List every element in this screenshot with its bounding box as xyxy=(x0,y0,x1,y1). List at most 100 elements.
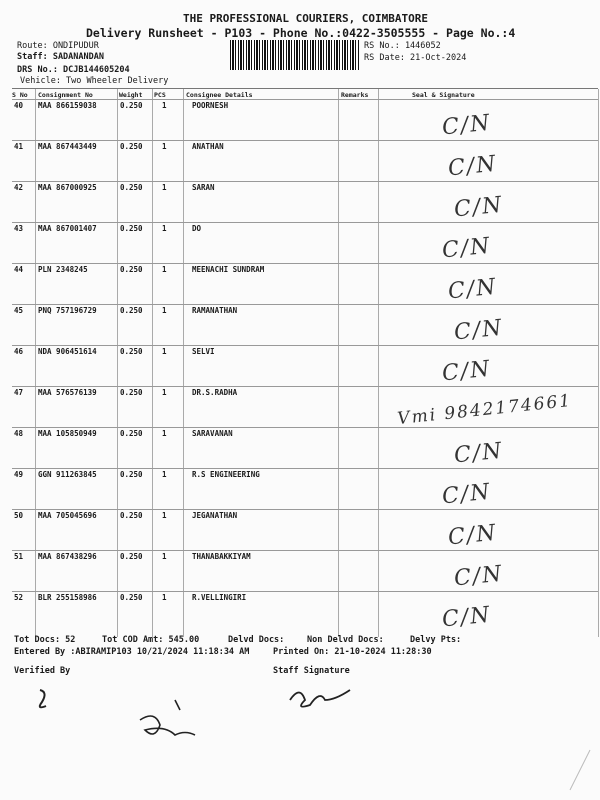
non-delvd-docs: Non Delvd Docs: xyxy=(307,635,384,645)
handwritten-signature: C/N xyxy=(446,274,499,305)
cell-sno: 41 xyxy=(14,142,24,151)
cell-consignment: GGN 911263845 xyxy=(38,470,97,479)
cell-consignee: THANABAKKIYAM xyxy=(192,552,251,561)
cell-pcs: 1 xyxy=(162,101,167,110)
cell-pcs: 1 xyxy=(162,265,167,274)
cell-consignment: MAA 576576139 xyxy=(38,388,97,397)
cell-pcs: 1 xyxy=(162,224,167,233)
cell-pcs: 1 xyxy=(162,593,167,602)
cell-weight: 0.250 xyxy=(120,470,143,479)
handwritten-signature: C/N xyxy=(452,561,505,592)
col-consignment: Consignment No xyxy=(38,91,93,99)
col-weight: Weight xyxy=(119,91,143,99)
cell-pcs: 1 xyxy=(162,470,167,479)
handwritten-signature: C/N xyxy=(440,110,493,141)
cell-weight: 0.250 xyxy=(120,101,143,110)
cell-consignee: ANATHAN xyxy=(192,142,224,151)
cell-consignment: MAA 105850949 xyxy=(38,429,97,438)
cell-consignment: MAA 867000925 xyxy=(38,183,97,192)
handwritten-signature: C/N xyxy=(440,602,493,633)
handwritten-signature: C/N xyxy=(452,192,505,223)
cell-consignment: BLR 255158986 xyxy=(38,593,97,602)
cell-sno: 49 xyxy=(14,470,24,479)
cell-weight: 0.250 xyxy=(120,388,143,397)
rs-no: RS No.: 1446052 xyxy=(364,41,441,51)
cell-sno: 48 xyxy=(14,429,24,438)
cell-sno: 45 xyxy=(14,306,24,315)
cell-consignee: R.VELLINGIRI xyxy=(192,593,247,602)
cell-sno: 43 xyxy=(14,224,24,233)
cell-sno: 42 xyxy=(14,183,24,192)
runsheet-subtitle: Delivery Runsheet - P103 - Phone No.:042… xyxy=(86,26,516,40)
delvd-docs: Delvd Docs: xyxy=(228,635,285,645)
cell-consignee: DO xyxy=(192,224,202,233)
consignment-table: S No Consignment No Weight PCS Consignee… xyxy=(12,88,599,637)
barcode xyxy=(230,40,360,70)
cell-pcs: 1 xyxy=(162,511,167,520)
cell-weight: 0.250 xyxy=(120,306,143,315)
cell-consignee: R.S ENGINEERING xyxy=(192,470,260,479)
cell-pcs: 1 xyxy=(162,142,167,151)
cell-consignee: SARAN xyxy=(192,183,215,192)
drs-no: DRS No.: DCJB144605204 xyxy=(17,65,130,75)
cell-weight: 0.250 xyxy=(120,593,143,602)
handwritten-signature: C/N xyxy=(440,233,493,264)
col-remarks: Remarks xyxy=(341,91,369,99)
handwritten-signature: Vmi 9842174661 xyxy=(396,390,573,430)
cell-weight: 0.250 xyxy=(120,552,143,561)
printed-on: Printed On: 21-10-2024 11:28:30 xyxy=(273,647,432,657)
cell-consignment: PLN 2348245 xyxy=(38,265,88,274)
cell-sno: 46 xyxy=(14,347,24,356)
delvy-pts: Delvy Pts: xyxy=(410,635,462,645)
route: Route: ONDIPUDUR xyxy=(17,41,99,51)
cell-pcs: 1 xyxy=(162,183,167,192)
cell-weight: 0.250 xyxy=(120,511,143,520)
cell-pcs: 1 xyxy=(162,347,167,356)
cell-consignee: DR.S.RADHA xyxy=(192,388,238,397)
cell-pcs: 1 xyxy=(162,306,167,315)
cell-consignment: MAA 867438296 xyxy=(38,552,97,561)
company-title: THE PROFESSIONAL COURIERS, COIMBATORE xyxy=(183,12,429,25)
cell-consignee: MEENACHI SUNDRAM xyxy=(192,265,265,274)
handwritten-signature: C/N xyxy=(446,520,499,551)
cell-sno: 50 xyxy=(14,511,24,520)
cell-consignee: RAMANATHAN xyxy=(192,306,238,315)
cell-sno: 51 xyxy=(14,552,24,561)
entered-by: Entered By :ABIRAMIP103 10/21/2024 11:18… xyxy=(14,647,250,657)
verified-by-label: Verified By xyxy=(14,666,71,676)
handwritten-signature: C/N xyxy=(440,479,493,510)
col-consignee: Consignee Details xyxy=(186,91,253,99)
cell-pcs: 1 xyxy=(162,552,167,561)
tot-cod-amt: Tot COD Amt: 545.00 xyxy=(102,635,200,645)
cell-consignment: MAA 705045696 xyxy=(38,511,97,520)
handwritten-signatures xyxy=(38,689,591,791)
cell-consignment: MAA 866159038 xyxy=(38,101,97,110)
cell-weight: 0.250 xyxy=(120,224,143,233)
col-sno: S No xyxy=(12,91,28,99)
handwritten-signature: C/N xyxy=(446,151,499,182)
cell-pcs: 1 xyxy=(162,388,167,397)
cell-consignee: POORNESH xyxy=(192,101,229,110)
cell-consignee: SARAVANAN xyxy=(192,429,233,438)
cell-consignee: JEGANATHAN xyxy=(192,511,238,520)
cell-consignment: MAA 867443449 xyxy=(38,142,97,151)
handwritten-signature: C/N xyxy=(440,356,493,387)
cell-sno: 47 xyxy=(14,388,24,397)
vehicle: Vehicle: Two Wheeler Delivery xyxy=(20,76,169,86)
staff-signature-label: Staff Signature xyxy=(273,666,350,676)
cell-consignee: SELVI xyxy=(192,347,215,356)
rs-date: RS Date: 21-Oct-2024 xyxy=(364,53,467,63)
cell-weight: 0.250 xyxy=(120,265,143,274)
col-signature: Seal & Signature xyxy=(412,91,475,99)
cell-pcs: 1 xyxy=(162,429,167,438)
cell-sno: 40 xyxy=(14,101,24,110)
col-pcs: PCS xyxy=(154,91,166,99)
cell-consignment: PNQ 757196729 xyxy=(38,306,97,315)
cell-weight: 0.250 xyxy=(120,347,143,356)
cell-sno: 44 xyxy=(14,265,24,274)
tot-docs: Tot Docs: 52 xyxy=(14,635,76,645)
cell-weight: 0.250 xyxy=(120,183,143,192)
cell-consignment: MAA 867001407 xyxy=(38,224,97,233)
cell-sno: 52 xyxy=(14,593,24,602)
